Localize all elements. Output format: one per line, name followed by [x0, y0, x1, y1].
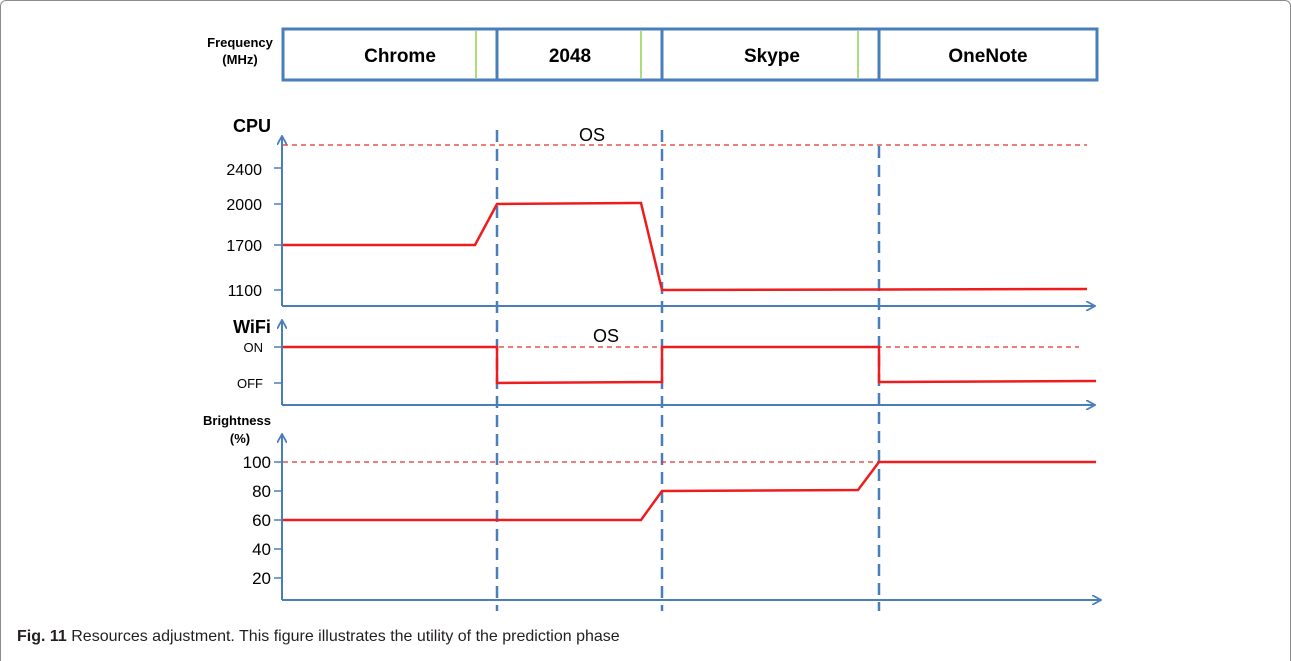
brightness-tick-label: 20	[252, 569, 271, 588]
cpu-tick-label: 1100	[228, 283, 263, 300]
wifi-panel-title: WiFi	[233, 317, 271, 337]
figure-caption-text: Resources adjustment. This figure illust…	[66, 628, 620, 645]
brightness-panel-title-line1: Brightness	[203, 413, 271, 428]
app-segment-2048	[495, 27, 664, 82]
app-segment-onenote	[877, 27, 1099, 82]
wifi-panel: WiFi ON OFF OS	[233, 317, 1097, 405]
figure-caption-label: Fig. 11	[17, 628, 67, 645]
cpu-panel: CPU 2400 2000 1700 1100 OS	[226, 116, 1094, 306]
app-label-2048: 2048	[549, 46, 591, 67]
brightness-tick-label: 40	[252, 540, 271, 559]
cpu-tick-label: 1700	[226, 238, 262, 255]
frequency-bar: Frequency (MHz) Chrome 2048 Skype OneNot…	[207, 27, 1099, 82]
brightness-panel: Brightness (%) 100 80 60 40 20	[203, 413, 1100, 600]
app-segment-skype	[660, 27, 881, 82]
brightness-signal-line	[283, 460, 1096, 522]
frequency-label-line1: Frequency	[207, 35, 274, 50]
wifi-tick-label: ON	[244, 340, 264, 355]
brightness-panel-title-line2: (%)	[230, 431, 250, 446]
cpu-tick-label: 2400	[226, 162, 262, 179]
wifi-signal-line	[283, 345, 1097, 385]
app-label-chrome: Chrome	[364, 46, 436, 67]
wifi-os-label: OS	[593, 326, 619, 346]
frequency-label-line2: (MHz)	[222, 52, 257, 67]
app-boundaries	[495, 130, 881, 611]
app-label-onenote: OneNote	[948, 46, 1027, 67]
figure-caption: Fig. 11 Resources adjustment. This figur…	[17, 628, 620, 646]
brightness-tick-label: 60	[252, 511, 271, 530]
cpu-signal-line	[283, 201, 1088, 292]
app-label-skype: Skype	[744, 46, 800, 67]
brightness-tick-label: 80	[252, 482, 271, 501]
cpu-tick-label: 2000	[226, 197, 262, 214]
brightness-tick-label: 100	[243, 453, 271, 472]
cpu-panel-title: CPU	[233, 116, 271, 136]
cpu-os-label: OS	[579, 125, 605, 145]
wifi-tick-label: OFF	[237, 376, 263, 391]
